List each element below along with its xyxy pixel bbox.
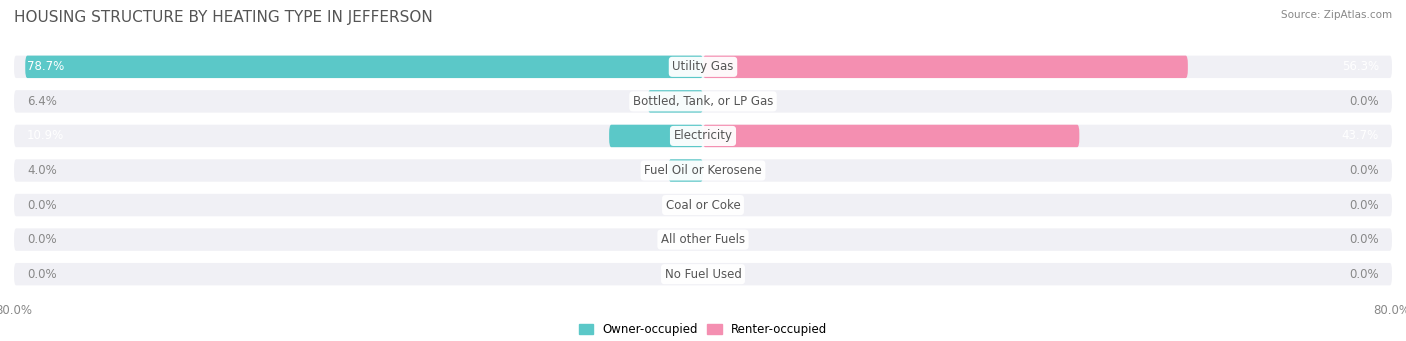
FancyBboxPatch shape [25, 56, 703, 78]
Text: Electricity: Electricity [673, 130, 733, 143]
FancyBboxPatch shape [669, 159, 703, 182]
FancyBboxPatch shape [703, 125, 1080, 147]
FancyBboxPatch shape [14, 194, 1392, 216]
Legend: Owner-occupied, Renter-occupied: Owner-occupied, Renter-occupied [574, 318, 832, 341]
Text: 43.7%: 43.7% [1341, 130, 1379, 143]
FancyBboxPatch shape [703, 56, 1188, 78]
Text: HOUSING STRUCTURE BY HEATING TYPE IN JEFFERSON: HOUSING STRUCTURE BY HEATING TYPE IN JEF… [14, 10, 433, 25]
FancyBboxPatch shape [609, 125, 703, 147]
Text: 0.0%: 0.0% [1350, 164, 1379, 177]
Text: 0.0%: 0.0% [1350, 233, 1379, 246]
Text: Fuel Oil or Kerosene: Fuel Oil or Kerosene [644, 164, 762, 177]
FancyBboxPatch shape [14, 90, 1392, 113]
Text: 0.0%: 0.0% [27, 198, 56, 211]
Text: 78.7%: 78.7% [27, 60, 65, 73]
Text: Utility Gas: Utility Gas [672, 60, 734, 73]
Text: 0.0%: 0.0% [27, 268, 56, 281]
FancyBboxPatch shape [14, 263, 1392, 285]
Text: Source: ZipAtlas.com: Source: ZipAtlas.com [1281, 10, 1392, 20]
FancyBboxPatch shape [14, 125, 1392, 147]
Text: 4.0%: 4.0% [27, 164, 56, 177]
Text: 0.0%: 0.0% [1350, 268, 1379, 281]
Text: 10.9%: 10.9% [27, 130, 65, 143]
Text: 0.0%: 0.0% [1350, 95, 1379, 108]
FancyBboxPatch shape [14, 228, 1392, 251]
Text: 0.0%: 0.0% [1350, 198, 1379, 211]
Text: 0.0%: 0.0% [27, 233, 56, 246]
Text: All other Fuels: All other Fuels [661, 233, 745, 246]
Text: 6.4%: 6.4% [27, 95, 56, 108]
Text: 56.3%: 56.3% [1341, 60, 1379, 73]
FancyBboxPatch shape [14, 159, 1392, 182]
Text: No Fuel Used: No Fuel Used [665, 268, 741, 281]
Text: Coal or Coke: Coal or Coke [665, 198, 741, 211]
FancyBboxPatch shape [648, 90, 703, 113]
Text: Bottled, Tank, or LP Gas: Bottled, Tank, or LP Gas [633, 95, 773, 108]
FancyBboxPatch shape [14, 56, 1392, 78]
